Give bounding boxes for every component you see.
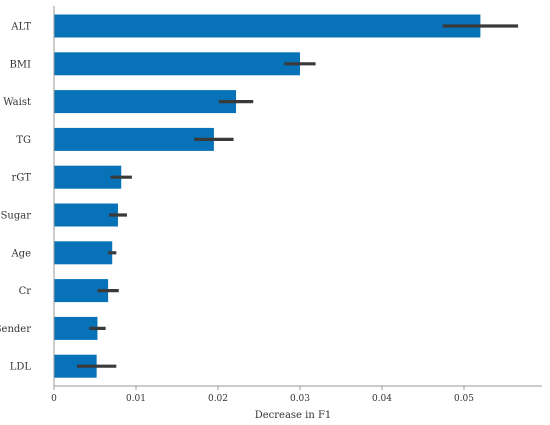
x-tick-label: 0.01 (126, 394, 146, 404)
category-labels: ALT BMI Waist TG rGT Sugar Age Cr Gender LDL (0, 22, 31, 373)
category-label-bmi: BMI (9, 59, 31, 70)
category-label-sugar: Sugar (1, 211, 32, 222)
bar-gender (54, 316, 98, 340)
bar-waist (54, 90, 237, 114)
category-label-tg: TG (16, 135, 31, 146)
x-tick-label: 0.04 (372, 394, 392, 404)
bar-age (54, 241, 113, 265)
category-label-rgt: rGT (12, 173, 32, 184)
x-tick-label: 0.03 (290, 394, 310, 404)
bar-sugar (54, 203, 118, 227)
category-label-alt: ALT (10, 22, 31, 33)
bar-tg (54, 127, 214, 151)
x-tick-label: 0 (51, 394, 57, 404)
error-bars-layer (76, 24, 519, 368)
x-axis-title: Decrease in F1 (255, 410, 332, 421)
bar-bmi (54, 52, 300, 76)
bar-rgt (54, 165, 122, 189)
x-tick-label: 0.02 (208, 394, 228, 404)
bar-alt (54, 14, 481, 38)
x-ticks: 0 0.01 0.02 0.03 0.04 0.05 (51, 386, 474, 404)
axes-layer (53, 6, 542, 387)
category-label-waist: Waist (3, 97, 31, 108)
category-label-cr: Cr (19, 286, 32, 297)
category-label-gender: Gender (0, 324, 31, 335)
bar-ldl (54, 354, 97, 378)
bars-layer (54, 14, 481, 378)
category-label-age: Age (10, 248, 31, 259)
category-label-ldl: LDL (10, 362, 32, 373)
bar-cr (54, 279, 109, 303)
x-tick-label: 0.05 (454, 394, 474, 404)
